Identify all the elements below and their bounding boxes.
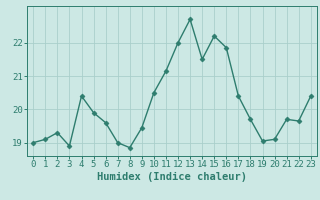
- X-axis label: Humidex (Indice chaleur): Humidex (Indice chaleur): [97, 172, 247, 182]
